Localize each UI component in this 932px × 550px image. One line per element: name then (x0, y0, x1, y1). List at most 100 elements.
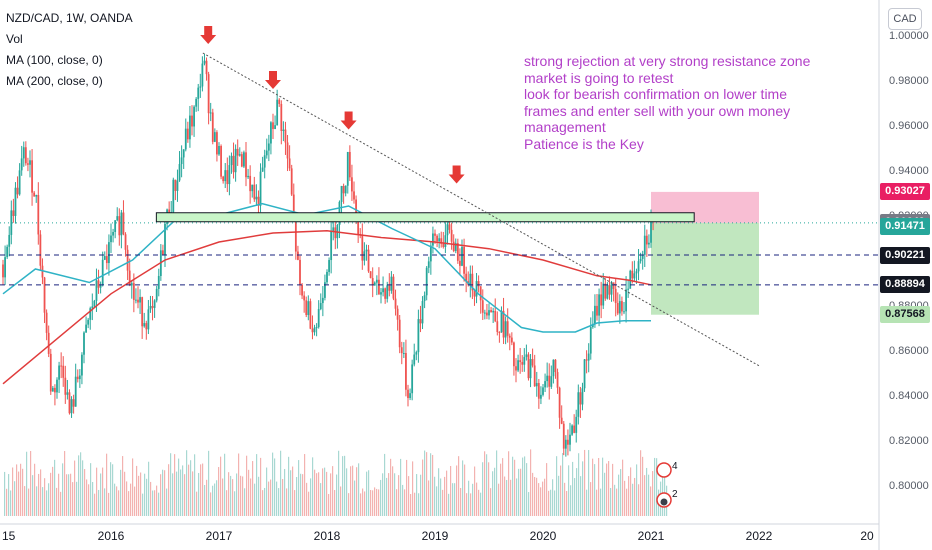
candle-body (411, 364, 414, 394)
volume-bar (360, 493, 362, 516)
volume-bar (142, 493, 144, 516)
ma100-legend[interactable]: MA (100, close, 0) (6, 53, 103, 67)
volume-bar (428, 480, 430, 516)
candle-body (546, 375, 549, 382)
volume-bar (490, 488, 492, 516)
volume-bar (652, 471, 654, 516)
candle-body (87, 319, 90, 325)
candle-body (562, 423, 565, 449)
candle-body (76, 376, 79, 380)
ma200-legend[interactable]: MA (200, close, 0) (6, 74, 103, 88)
volume-bar (368, 470, 370, 516)
volume-bar (84, 469, 86, 516)
candle-body (375, 279, 378, 283)
candle-body (29, 160, 31, 165)
candle-body (37, 195, 40, 235)
candle-body (240, 154, 243, 167)
candle-body (533, 365, 536, 387)
candle-body (633, 273, 636, 279)
volume-bar (18, 471, 20, 516)
candle-body (272, 122, 274, 129)
volume-bar (10, 490, 12, 516)
candle-body (369, 271, 372, 279)
candle-body (130, 283, 133, 286)
volume-bar (322, 468, 324, 516)
candle-body (371, 278, 374, 286)
candle-body (282, 129, 285, 131)
candle-body (510, 337, 513, 343)
volume-bar (8, 474, 10, 516)
volume-bar (120, 469, 122, 516)
volume-bar (318, 472, 320, 516)
candle-body (639, 258, 642, 262)
note-line: management (524, 119, 606, 135)
volume-bar (86, 479, 88, 516)
candle-body (265, 150, 268, 156)
candle-body (199, 86, 202, 88)
volume-bar (586, 489, 588, 516)
candle-body (141, 297, 144, 327)
volume-bar (218, 467, 220, 516)
price-tick-label: 1.00000 (889, 30, 929, 42)
analysis-note: strong rejection at very strong resistan… (524, 53, 854, 152)
volume-bar (70, 473, 72, 516)
candle-body (527, 354, 530, 379)
volume-bar (114, 483, 116, 516)
candle-body (392, 276, 395, 299)
rejection-arrow-icon (448, 165, 465, 184)
volume-bar (628, 476, 630, 516)
candle-body (535, 383, 538, 387)
volume-bar (600, 488, 602, 516)
candle-body (164, 224, 166, 255)
candle-body (120, 212, 123, 236)
volume-bar (474, 466, 476, 516)
volume-bar (52, 466, 54, 516)
currency-button[interactable]: CAD (888, 8, 922, 30)
volume-bar (592, 458, 594, 516)
candle-body (62, 365, 65, 378)
volume-bar (352, 465, 354, 516)
candle-body (4, 257, 6, 278)
candle-body (122, 212, 125, 235)
candle-body (486, 312, 488, 316)
candle-body (604, 283, 607, 299)
candle-body (386, 285, 389, 299)
volume-bar (324, 467, 326, 516)
volume-bar (312, 457, 314, 516)
volume-bar (308, 491, 310, 516)
candle-body (380, 292, 382, 295)
volume-bar (284, 468, 286, 516)
badge-count: 4 (672, 461, 678, 472)
candle-body (6, 246, 9, 258)
volume-bar (296, 477, 298, 516)
candle-body (211, 112, 214, 142)
candle-body (303, 295, 306, 301)
candle-body (153, 300, 156, 308)
candle-body (81, 354, 83, 376)
candle-body (51, 387, 54, 392)
volume-bar (638, 484, 640, 516)
volume-bar (210, 492, 212, 516)
candle-body (64, 377, 67, 395)
candle-body (612, 282, 615, 289)
candle-body (540, 394, 542, 399)
volume-bar (46, 490, 48, 516)
volume-bar (82, 460, 84, 516)
volume-bar (602, 457, 604, 516)
volume-bar (476, 482, 478, 516)
candle-body (384, 288, 387, 299)
price-tick-label: 0.80000 (889, 480, 929, 492)
candle-body (423, 295, 426, 302)
candle-body (394, 298, 397, 309)
candle-body (513, 342, 515, 367)
candle-body (313, 327, 316, 333)
candle-body (353, 191, 355, 200)
candle-body (515, 366, 517, 371)
candle-body (461, 246, 463, 266)
volume-bar (564, 482, 566, 516)
candle-body (218, 145, 220, 155)
volume-legend[interactable]: Vol (6, 32, 23, 46)
symbol-title[interactable]: NZD/CAD, 1W, OANDA (6, 11, 133, 25)
volume-bar (422, 459, 424, 516)
